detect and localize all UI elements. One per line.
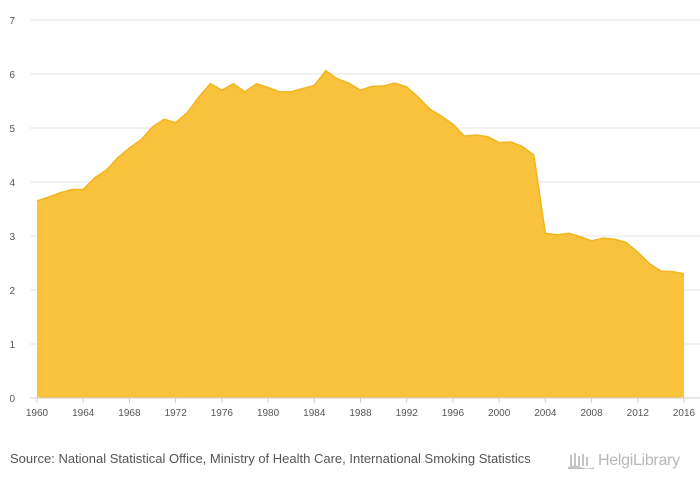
data-point[interactable]: [311, 82, 317, 88]
data-point[interactable]: [138, 137, 144, 143]
x-tick-label: 1988: [349, 408, 372, 419]
x-tick-label: 1976: [211, 408, 234, 419]
area-series: [30, 68, 700, 399]
data-point[interactable]: [34, 198, 40, 204]
x-tick-label: 1992: [396, 408, 419, 419]
y-tick-label: 2: [9, 286, 15, 297]
data-point[interactable]: [404, 84, 410, 90]
source-note: Source: National Statistical Office, Min…: [10, 450, 550, 468]
data-point[interactable]: [300, 86, 306, 92]
x-tick-label: 2012: [627, 408, 650, 419]
logo-text: HelgiLibrary: [598, 452, 680, 469]
data-point[interactable]: [173, 120, 179, 126]
data-point[interactable]: [392, 80, 398, 86]
data-point[interactable]: [346, 80, 352, 86]
x-tick-label: 2000: [488, 408, 511, 419]
data-point[interactable]: [554, 232, 560, 238]
data-point[interactable]: [542, 230, 548, 236]
helgi-library-logo-icon: [568, 453, 594, 469]
area-fill: [37, 70, 684, 398]
x-tick-label: 1996: [442, 408, 465, 419]
data-point[interactable]: [565, 230, 571, 236]
data-point[interactable]: [485, 134, 491, 140]
y-tick-label: 7: [9, 16, 15, 27]
data-point[interactable]: [230, 81, 236, 87]
source-text: National Statistical Office, Ministry of…: [58, 451, 531, 466]
data-point[interactable]: [612, 236, 618, 242]
data-point[interactable]: [589, 238, 595, 244]
x-tick-label: 1968: [118, 408, 141, 419]
data-point[interactable]: [242, 89, 248, 95]
data-point[interactable]: [508, 139, 514, 145]
data-point[interactable]: [381, 83, 387, 89]
y-axis-ticks: 0 1 2 3 4 5 6 7: [9, 16, 15, 405]
y-tick-label: 4: [9, 178, 15, 189]
data-point[interactable]: [219, 87, 225, 93]
data-point[interactable]: [126, 145, 132, 151]
data-point[interactable]: [438, 113, 444, 119]
data-point[interactable]: [161, 116, 167, 122]
data-point[interactable]: [57, 190, 63, 196]
data-point[interactable]: [658, 268, 664, 274]
data-point[interactable]: [92, 175, 98, 181]
data-point[interactable]: [150, 124, 156, 130]
data-point[interactable]: [519, 143, 525, 149]
helgi-library-logo[interactable]: HelgiLibrary: [568, 450, 680, 472]
x-tick-label: 2004: [534, 408, 557, 419]
data-point[interactable]: [46, 194, 52, 200]
y-tick-label: 1: [9, 340, 15, 351]
y-tick-label: 6: [9, 70, 15, 81]
source-prefix: Source:: [10, 451, 55, 466]
x-tick-label: 2016: [673, 408, 696, 419]
x-tick-label: 1972: [165, 408, 188, 419]
data-point[interactable]: [461, 133, 467, 139]
area-chart: 0 1 2 3 4 5 6 7 1960 1964 1968 1972 1976 1980 1984 198…: [9, 16, 700, 419]
data-point[interactable]: [288, 89, 294, 95]
data-point[interactable]: [681, 271, 687, 277]
data-point[interactable]: [635, 249, 641, 255]
data-point[interactable]: [103, 167, 109, 173]
area-line: [36, 69, 685, 275]
data-point[interactable]: [358, 87, 364, 93]
data-point[interactable]: [623, 239, 629, 245]
data-point[interactable]: [277, 89, 283, 95]
x-tick-label: 1984: [303, 408, 326, 419]
x-tick-label: 1960: [26, 408, 49, 419]
data-point[interactable]: [450, 121, 456, 127]
data-point[interactable]: [265, 85, 271, 91]
data-point[interactable]: [531, 152, 537, 158]
data-point[interactable]: [600, 235, 606, 241]
data-point[interactable]: [254, 81, 260, 87]
y-tick-label: 5: [9, 124, 15, 135]
x-tick-label: 1980: [257, 408, 280, 419]
data-point[interactable]: [196, 94, 202, 100]
data-point[interactable]: [415, 94, 421, 100]
data-point[interactable]: [334, 76, 340, 82]
data-point[interactable]: [115, 155, 121, 161]
x-axis-ticks: 1960 1964 1968 1972 1976 1980 1984 1988 1992 1996…: [26, 398, 696, 419]
data-point[interactable]: [323, 68, 329, 74]
data-point[interactable]: [80, 187, 86, 193]
data-point[interactable]: [207, 81, 213, 87]
data-point[interactable]: [69, 187, 75, 193]
data-point[interactable]: [577, 234, 583, 240]
data-point[interactable]: [184, 110, 190, 116]
data-point[interactable]: [669, 269, 675, 275]
x-tick-label: 1964: [72, 408, 95, 419]
data-point[interactable]: [427, 106, 433, 112]
y-tick-label: 3: [9, 232, 15, 243]
x-tick-label: 2008: [580, 408, 603, 419]
y-tick-label: 0: [9, 394, 15, 405]
data-point[interactable]: [369, 83, 375, 89]
data-point[interactable]: [473, 132, 479, 138]
data-point[interactable]: [646, 261, 652, 267]
data-point[interactable]: [496, 140, 502, 146]
